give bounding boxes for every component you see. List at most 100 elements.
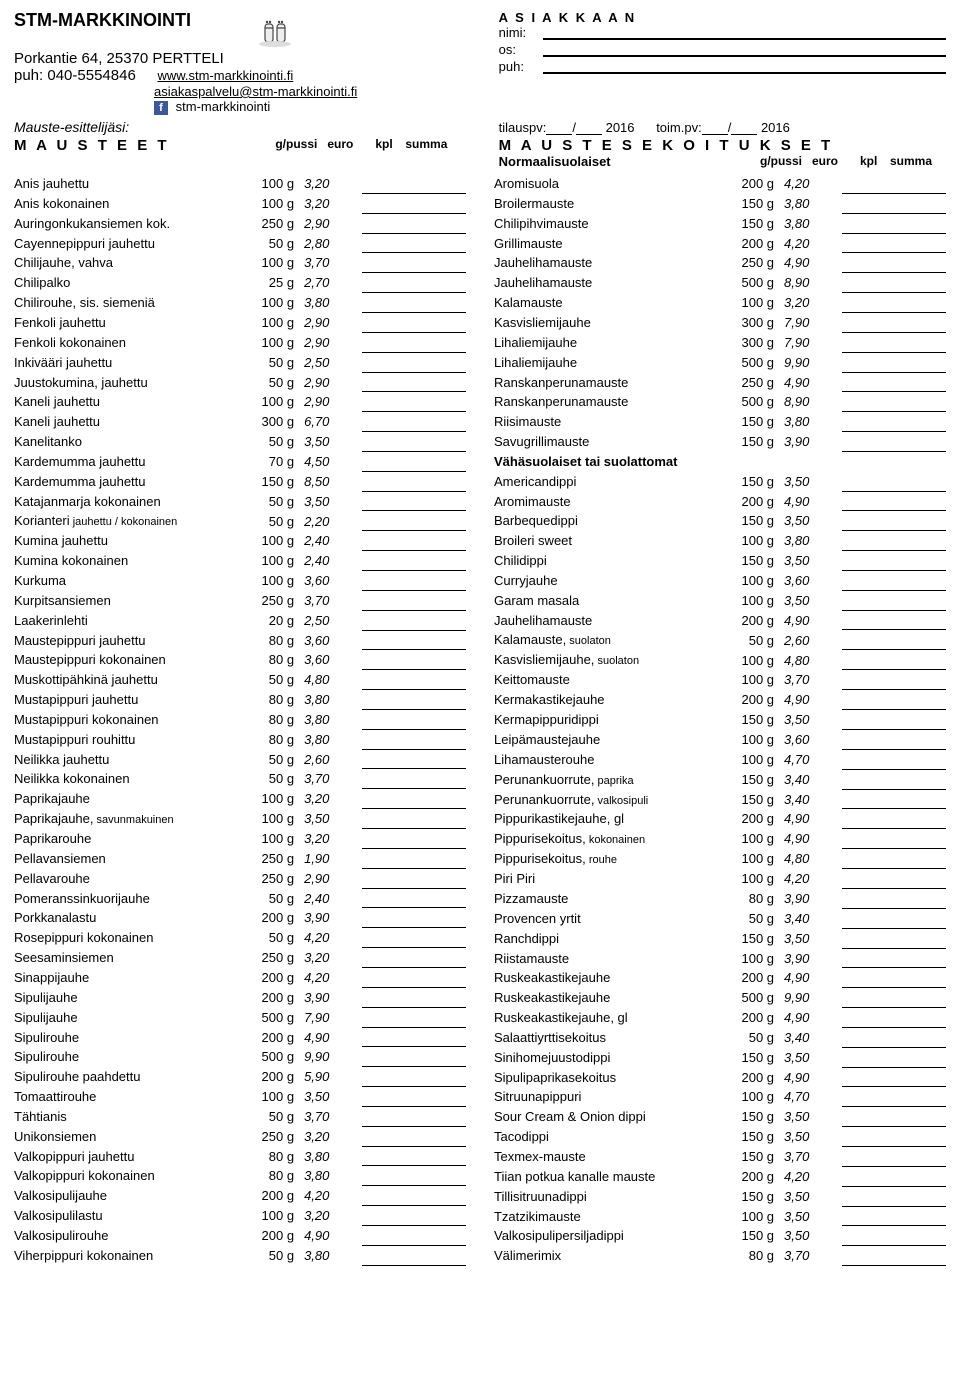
sum-field[interactable] bbox=[398, 1246, 466, 1266]
qty-field[interactable] bbox=[842, 393, 878, 413]
sum-field[interactable] bbox=[398, 333, 466, 353]
sum-field[interactable] bbox=[878, 294, 946, 314]
sum-field[interactable] bbox=[398, 671, 466, 691]
qty-field[interactable] bbox=[362, 333, 398, 353]
qty-field[interactable] bbox=[362, 1048, 398, 1068]
qty-field[interactable] bbox=[362, 1246, 398, 1266]
qty-field[interactable] bbox=[362, 830, 398, 850]
sum-field[interactable] bbox=[878, 870, 946, 890]
sum-field[interactable] bbox=[398, 849, 466, 869]
sum-field[interactable] bbox=[398, 790, 466, 810]
sum-field[interactable] bbox=[878, 611, 946, 631]
qty-field[interactable] bbox=[842, 254, 878, 274]
sum-field[interactable] bbox=[878, 512, 946, 532]
qty-field[interactable] bbox=[362, 353, 398, 373]
sum-field[interactable] bbox=[878, 890, 946, 910]
qty-field[interactable] bbox=[842, 591, 878, 611]
sum-field[interactable] bbox=[878, 373, 946, 393]
qty-field[interactable] bbox=[362, 750, 398, 770]
qty-field[interactable] bbox=[842, 830, 878, 850]
sum-field[interactable] bbox=[878, 1167, 946, 1187]
sum-field[interactable] bbox=[398, 274, 466, 294]
qty-field[interactable] bbox=[362, 413, 398, 433]
qty-field[interactable] bbox=[362, 294, 398, 314]
qty-field[interactable] bbox=[362, 1167, 398, 1187]
qty-field[interactable] bbox=[842, 850, 878, 870]
qty-field[interactable] bbox=[362, 849, 398, 869]
qty-field[interactable] bbox=[842, 870, 878, 890]
sum-field[interactable] bbox=[398, 452, 466, 472]
qty-field[interactable] bbox=[842, 711, 878, 731]
sum-field[interactable] bbox=[398, 691, 466, 711]
sum-field[interactable] bbox=[398, 631, 466, 651]
qty-field[interactable] bbox=[362, 1127, 398, 1147]
qty-field[interactable] bbox=[362, 373, 398, 393]
sum-field[interactable] bbox=[398, 869, 466, 889]
sum-field[interactable] bbox=[878, 274, 946, 294]
sum-field[interactable] bbox=[878, 691, 946, 711]
sum-field[interactable] bbox=[398, 710, 466, 730]
qty-field[interactable] bbox=[842, 175, 878, 195]
sum-field[interactable] bbox=[878, 730, 946, 750]
qty-field[interactable] bbox=[842, 611, 878, 631]
sum-field[interactable] bbox=[398, 492, 466, 512]
qty-field[interactable] bbox=[842, 492, 878, 512]
qty-field[interactable] bbox=[842, 1028, 878, 1048]
website-link[interactable]: www.stm-markkinointi.fi bbox=[157, 68, 293, 83]
qty-field[interactable] bbox=[362, 274, 398, 294]
sum-field[interactable] bbox=[398, 1068, 466, 1088]
qty-field[interactable] bbox=[842, 1187, 878, 1207]
sum-field[interactable] bbox=[398, 830, 466, 850]
qty-field[interactable] bbox=[842, 373, 878, 393]
qty-field[interactable] bbox=[362, 552, 398, 572]
delivdate-day[interactable] bbox=[702, 123, 728, 135]
qty-field[interactable] bbox=[362, 1028, 398, 1048]
sum-field[interactable] bbox=[398, 730, 466, 750]
sum-field[interactable] bbox=[878, 1247, 946, 1267]
sum-field[interactable] bbox=[878, 1147, 946, 1167]
sum-field[interactable] bbox=[398, 611, 466, 631]
qty-field[interactable] bbox=[842, 1128, 878, 1148]
sum-field[interactable] bbox=[398, 651, 466, 671]
qty-field[interactable] bbox=[362, 770, 398, 790]
qty-field[interactable] bbox=[842, 671, 878, 691]
qty-field[interactable] bbox=[842, 810, 878, 830]
qty-field[interactable] bbox=[842, 750, 878, 770]
sum-field[interactable] bbox=[878, 850, 946, 870]
sum-field[interactable] bbox=[398, 929, 466, 949]
qty-field[interactable] bbox=[842, 353, 878, 373]
sum-field[interactable] bbox=[878, 1009, 946, 1029]
qty-field[interactable] bbox=[362, 1147, 398, 1167]
qty-field[interactable] bbox=[842, 214, 878, 234]
qty-field[interactable] bbox=[362, 1008, 398, 1028]
sum-field[interactable] bbox=[878, 353, 946, 373]
sum-field[interactable] bbox=[398, 770, 466, 790]
sum-field[interactable] bbox=[878, 571, 946, 591]
orderdate-month[interactable] bbox=[576, 123, 602, 135]
qty-field[interactable] bbox=[362, 254, 398, 274]
input-name[interactable] bbox=[543, 26, 946, 40]
sum-field[interactable] bbox=[398, 194, 466, 214]
qty-field[interactable] bbox=[842, 472, 878, 492]
sum-field[interactable] bbox=[878, 770, 946, 790]
qty-field[interactable] bbox=[362, 572, 398, 592]
facebook-icon[interactable]: f bbox=[154, 101, 168, 115]
qty-field[interactable] bbox=[842, 294, 878, 314]
qty-field[interactable] bbox=[842, 790, 878, 810]
qty-field[interactable] bbox=[362, 949, 398, 969]
sum-field[interactable] bbox=[398, 810, 466, 830]
qty-field[interactable] bbox=[842, 234, 878, 254]
sum-field[interactable] bbox=[878, 1088, 946, 1108]
sum-field[interactable] bbox=[878, 969, 946, 989]
sum-field[interactable] bbox=[398, 254, 466, 274]
sum-field[interactable] bbox=[878, 552, 946, 572]
qty-field[interactable] bbox=[842, 571, 878, 591]
qty-field[interactable] bbox=[362, 1187, 398, 1207]
sum-field[interactable] bbox=[878, 1187, 946, 1207]
sum-field[interactable] bbox=[398, 472, 466, 492]
sum-field[interactable] bbox=[398, 512, 466, 532]
sum-field[interactable] bbox=[878, 1108, 946, 1128]
qty-field[interactable] bbox=[842, 433, 878, 453]
qty-field[interactable] bbox=[842, 512, 878, 532]
qty-field[interactable] bbox=[842, 730, 878, 750]
